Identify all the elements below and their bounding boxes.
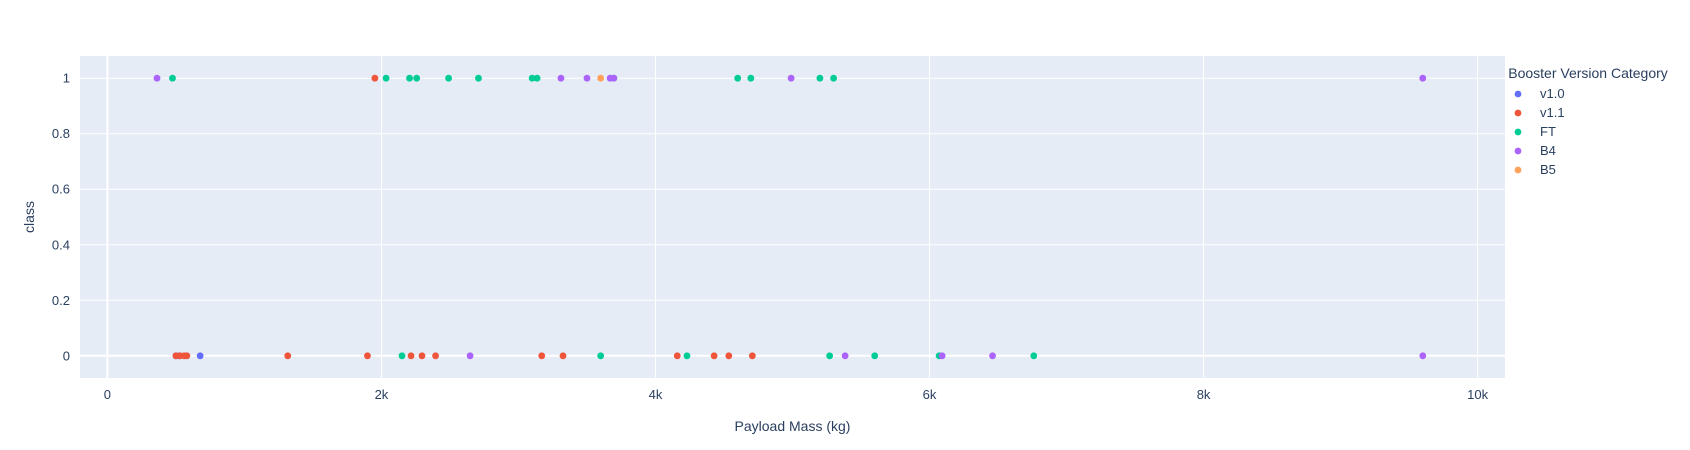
data-point (610, 74, 618, 82)
data-point (597, 74, 605, 82)
legend-marker (1514, 166, 1522, 174)
data-point (398, 352, 406, 360)
legend-item[interactable]: B4 (1514, 143, 1556, 158)
legend-marker (1514, 128, 1522, 136)
data-point (725, 352, 733, 360)
data-point (734, 74, 742, 82)
data-point (841, 352, 849, 360)
y-tick-label: 1 (63, 71, 70, 86)
y-axis-title: class (21, 201, 37, 233)
data-point (938, 352, 946, 360)
data-point (583, 74, 591, 82)
data-point (406, 74, 413, 82)
data-point (153, 74, 161, 82)
data-point (183, 352, 191, 360)
y-axis-ticks: 0 0.2 0.4 0.6 0.8 1 (52, 71, 70, 364)
y-tick-label: 0 (63, 348, 70, 363)
data-point (364, 352, 371, 360)
data-point (787, 74, 795, 82)
grid-lines (80, 56, 1505, 378)
data-point (371, 74, 379, 82)
legend-marker (1514, 147, 1522, 155)
series-b5 (597, 74, 605, 82)
legend-marker (1514, 109, 1522, 117)
data-point (418, 352, 426, 360)
data-point (989, 352, 996, 360)
legend-title: Booster Version Category (1508, 65, 1668, 81)
data-point (1030, 352, 1038, 360)
data-point (382, 74, 390, 82)
y-tick-label: 0.8 (52, 126, 70, 141)
legend-label: B5 (1540, 162, 1556, 177)
data-point (1419, 74, 1427, 82)
x-tick-label: 6k (923, 387, 937, 402)
data-point (1419, 352, 1427, 360)
legend-item[interactable]: v1.1 (1514, 105, 1565, 120)
data-point (284, 352, 292, 360)
data-point (538, 352, 546, 360)
plot-background (80, 56, 1505, 378)
data-point (597, 352, 605, 360)
legend-label: B4 (1540, 143, 1556, 158)
data-point (816, 74, 824, 82)
legend-label: FT (1540, 124, 1556, 139)
data-point (710, 352, 718, 360)
data-points (153, 74, 1427, 360)
data-point (683, 352, 691, 360)
data-point (747, 74, 755, 82)
data-point (557, 74, 565, 82)
series-b4 (153, 74, 1427, 360)
data-point (407, 352, 415, 360)
x-tick-label: 2k (375, 387, 389, 402)
data-point (826, 352, 834, 360)
series-v1-1 (172, 74, 756, 360)
legend-label: v1.1 (1540, 105, 1565, 120)
data-point (871, 352, 879, 360)
y-tick-label: 0.4 (52, 237, 70, 252)
legend-item[interactable]: v1.0 (1514, 86, 1565, 101)
data-point (413, 74, 421, 82)
x-tick-label: 10k (1467, 387, 1488, 402)
data-point (466, 352, 474, 360)
data-point (432, 352, 439, 360)
data-point (475, 74, 482, 82)
data-point (169, 74, 176, 82)
data-point (533, 74, 541, 82)
x-tick-label: 4k (649, 387, 663, 402)
data-point (445, 74, 452, 82)
y-tick-label: 0.2 (52, 293, 70, 308)
legend-item[interactable]: FT (1514, 124, 1556, 139)
legend-item[interactable]: B5 (1514, 162, 1556, 177)
data-point (196, 352, 204, 360)
data-point (830, 74, 838, 82)
x-axis-title: Payload Mass (kg) (735, 418, 851, 434)
x-axis-ticks: 0 2k 4k 6k 8k 10k (104, 387, 1489, 402)
x-tick-label: 0 (104, 387, 111, 402)
legend-label: v1.0 (1540, 86, 1565, 101)
legend-marker (1514, 90, 1522, 98)
data-point (559, 352, 567, 360)
data-point (528, 74, 536, 82)
data-point (748, 352, 756, 360)
x-tick-label: 8k (1197, 387, 1211, 402)
y-tick-label: 0.6 (52, 182, 70, 197)
data-point (673, 352, 681, 360)
legend: Booster Version Category v1.0 v1.1 FT B4 B5 (1508, 65, 1668, 177)
